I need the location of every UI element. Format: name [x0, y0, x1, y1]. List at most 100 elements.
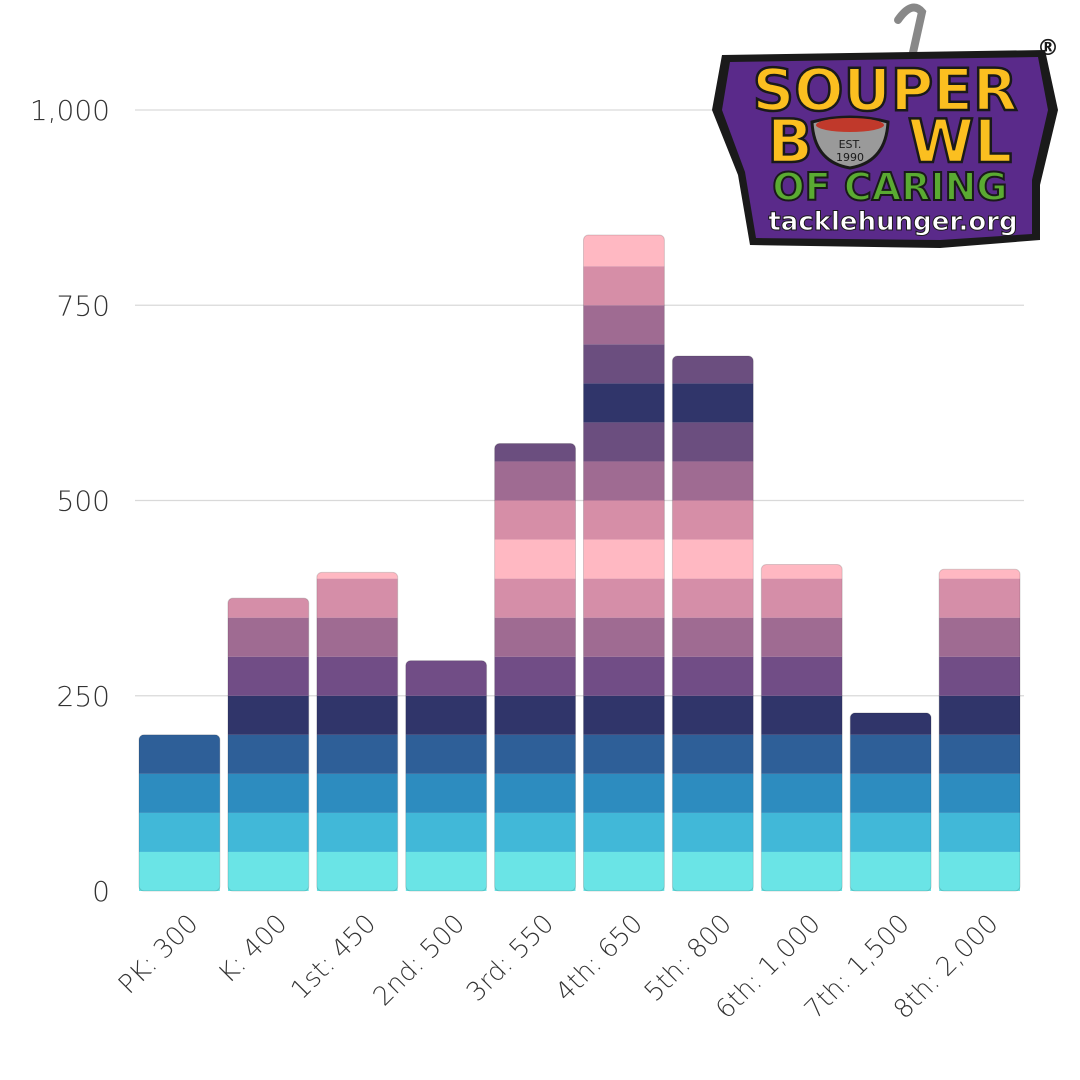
bar-segment: [850, 851, 932, 891]
bar-segment: [583, 305, 665, 345]
bar-outline: [405, 660, 488, 892]
logo-line3: OF CARING: [772, 165, 1007, 209]
bar-segment: [494, 443, 576, 462]
y-tick-label: 0: [92, 875, 110, 908]
bar-segment: [405, 695, 487, 735]
bar-segment: [583, 734, 665, 774]
bar-segment: [939, 617, 1020, 657]
bar-segment: [583, 461, 665, 501]
bar-segment: [939, 734, 1020, 774]
bar-outline: [938, 568, 1021, 892]
bar-segment: [316, 572, 398, 579]
bar-segment: [939, 695, 1020, 735]
bar-segment: [583, 812, 665, 852]
bar-segment: [405, 851, 487, 891]
x-tick-label: K: 400: [213, 909, 293, 989]
bar-outline: [849, 712, 932, 892]
bar-segment: [583, 539, 665, 579]
logo-line2-right: WL: [908, 107, 1012, 177]
bar-segment: [227, 656, 309, 696]
bar-segment: [672, 851, 754, 891]
bar-outline: [138, 734, 221, 892]
bar-segment: [583, 656, 665, 696]
bar-segment: [316, 812, 398, 852]
bar-segment: [583, 617, 665, 657]
bar-segment: [939, 578, 1020, 618]
logo-url: tacklehunger.org: [768, 207, 1017, 237]
bar-segment: [672, 383, 754, 423]
bar-segment: [939, 569, 1020, 579]
bar-segment: [583, 578, 665, 618]
x-tick-label: 2nd: 500: [368, 909, 471, 1012]
bar-segment: [761, 695, 843, 735]
bar-outline: [760, 564, 843, 892]
bar-outline: [671, 355, 754, 892]
bar-segment: [316, 656, 398, 696]
y-tick-label: 250: [57, 680, 110, 713]
bar-segment: [227, 851, 309, 891]
logo-line2-left: B: [767, 107, 813, 177]
bar: [938, 568, 1021, 892]
bar-segment: [761, 812, 843, 852]
bar-segment: [405, 660, 487, 696]
bar-segment: [939, 773, 1020, 813]
bar-segment: [316, 617, 398, 657]
bar-outline: [494, 442, 577, 892]
bar-segment: [139, 851, 220, 891]
bar-segment: [583, 383, 665, 423]
x-tick-label: PK: 300: [113, 909, 204, 1000]
bar-segment: [494, 851, 576, 891]
bar-segment: [494, 734, 576, 774]
bar: [138, 734, 221, 892]
bar-segment: [494, 578, 576, 618]
bar: [227, 597, 310, 892]
bar-segment: [850, 712, 932, 735]
bar-segment: [227, 734, 309, 774]
bar-segment: [139, 734, 220, 774]
bar-segment: [405, 734, 487, 774]
bar-segment: [227, 812, 309, 852]
bar-segment: [583, 851, 665, 891]
bar: [849, 712, 932, 892]
bar-segment: [672, 356, 754, 384]
bar-segment: [761, 564, 843, 579]
logo-est-label: EST.: [839, 138, 862, 151]
bar-segment: [316, 695, 398, 735]
y-tick-label: 1,000: [30, 94, 110, 127]
bar-segment: [672, 578, 754, 618]
souper-bowl-logo: SOUPER B WL EST. 1990 OF CARING tacklehu…: [712, 3, 1059, 248]
bar: [316, 571, 399, 892]
logo-purple-panel: [722, 57, 1048, 240]
bar-segment: [316, 734, 398, 774]
x-tick-label: 4th: 650: [550, 909, 649, 1008]
bar-segment: [672, 422, 754, 462]
bar-segment: [583, 422, 665, 462]
bar-segment: [405, 773, 487, 813]
bar-outline: [583, 234, 665, 892]
bar-segment: [672, 695, 754, 735]
bar-segment: [227, 617, 309, 657]
logo-line1: SOUPER: [753, 56, 1018, 124]
bar-segment: [672, 539, 754, 579]
bar-segment: [761, 773, 843, 813]
x-tick-label: 3rd: 550: [461, 909, 560, 1008]
bar-segment: [672, 617, 754, 657]
bar-segment: [761, 578, 843, 618]
bar-segment: [761, 656, 843, 696]
bar-segment: [583, 266, 665, 306]
bar: [494, 442, 577, 892]
bar-segment: [139, 773, 220, 813]
bar-segment: [672, 500, 754, 540]
bar-segment: [761, 734, 843, 774]
bar-segment: [494, 617, 576, 657]
bars: [138, 234, 1021, 892]
bar-segment: [583, 500, 665, 540]
bar-segment: [850, 734, 932, 774]
bar-segment: [494, 812, 576, 852]
bar-segment: [494, 656, 576, 696]
bar-segment: [672, 773, 754, 813]
bar-segment: [316, 773, 398, 813]
bar: [583, 234, 665, 892]
